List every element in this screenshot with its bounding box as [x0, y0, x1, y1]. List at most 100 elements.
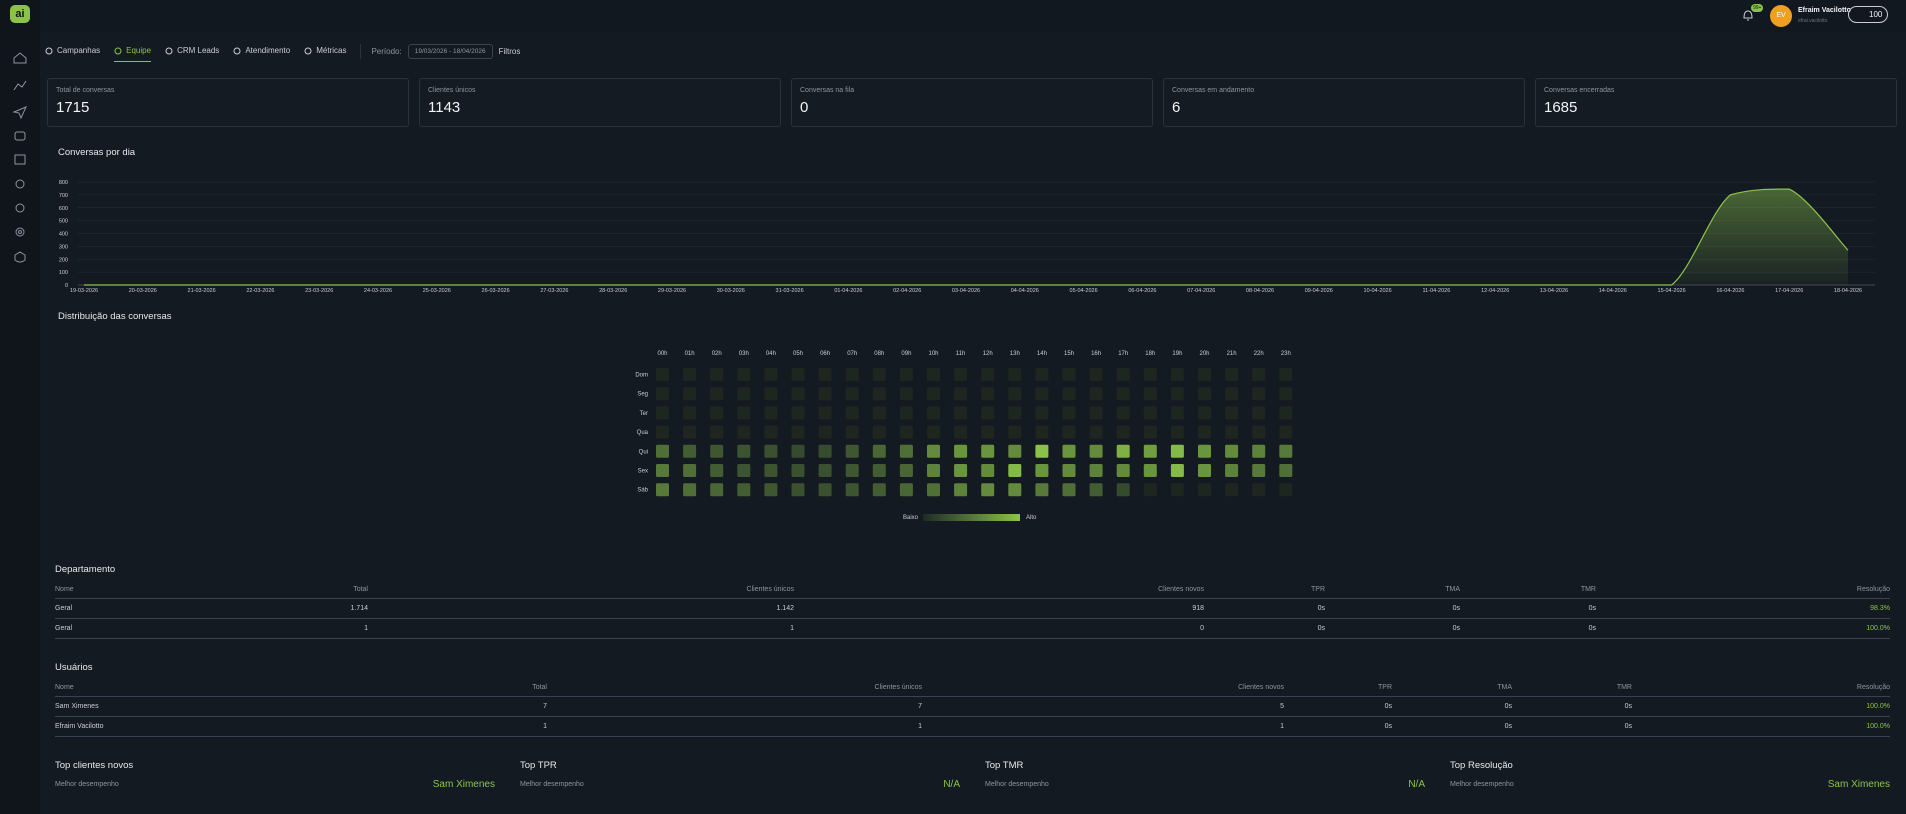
period-picker[interactable]: 19/03/2026 - 18/04/2026: [407, 43, 493, 59]
top-value: N/A: [943, 779, 960, 790]
kpi-value: 1685: [1544, 99, 1578, 116]
nav-tab[interactable]: CRM Leads: [165, 41, 219, 61]
heat-cell: [1143, 464, 1157, 477]
x-tick-label: 19-03-2026: [70, 288, 98, 294]
heat-cell: [845, 483, 859, 497]
heat-cell: [845, 387, 859, 401]
column-header: TMA: [1497, 684, 1512, 691]
column-header: Clientes novos: [1158, 586, 1204, 593]
sidebar-icons[interactable]: [12, 50, 28, 300]
table-row: Geral 1.714 1.142 918 0s 0s 0s 98.3%: [55, 599, 1890, 619]
heat-cell: [656, 464, 669, 477]
heat-cell: [954, 425, 968, 439]
column-header: TMR: [1580, 586, 1596, 593]
nav-tab[interactable]: Equipe: [114, 41, 152, 62]
heat-cell: [1089, 464, 1103, 477]
kpi-label: Conversas na fila: [800, 87, 855, 94]
kpi-label: Clientes únicos: [428, 87, 476, 94]
departamento-table: Departamento Nome Total Clientes únicos Clie…: [55, 564, 1890, 639]
filters[interactable]: Filtros: [498, 46, 521, 56]
heat-cell: [683, 444, 697, 458]
heat-cell: [710, 368, 724, 381]
area: [84, 189, 1848, 285]
heat-cell: [1116, 387, 1130, 401]
cell: 1.142: [776, 605, 794, 612]
cell: 0s: [1588, 605, 1596, 612]
kpi-card: Conversas na fila 0: [791, 78, 1153, 127]
heat-cell: [791, 464, 805, 477]
avatar[interactable]: EV: [1770, 5, 1792, 27]
x-tick-label: 06-04-2026: [1128, 288, 1156, 294]
hour-label: 00h: [657, 351, 667, 357]
cell: 1: [543, 723, 547, 730]
credits[interactable]: 100: [1848, 6, 1888, 23]
heat-cell: [872, 425, 886, 439]
heat-cell: [1252, 387, 1266, 401]
heat-cell: [1225, 368, 1239, 381]
heat-cell: [899, 368, 913, 381]
day-label: Ter: [640, 411, 648, 417]
heat-cell: [1225, 387, 1239, 401]
column-header: Total: [532, 684, 547, 691]
day-label: Seg: [637, 392, 648, 398]
heat-cell: [1143, 425, 1157, 439]
cell: 0s: [1317, 625, 1325, 632]
tab-icon: [304, 47, 312, 54]
x-tick-label: 26-03-2026: [482, 288, 510, 294]
hour-label: 20h: [1199, 351, 1209, 357]
user-email: efrai.vacilotto: [1798, 18, 1828, 24]
nav-tab[interactable]: Campanhas: [45, 41, 100, 61]
column-header: Clientes únicos: [874, 684, 922, 691]
heat-cell: [764, 444, 778, 458]
bell[interactable]: [1740, 6, 1756, 24]
top-cards: Top clientes novos Melhor desempenho Sam X…: [55, 760, 1890, 790]
hour-label: 14h: [1037, 351, 1047, 357]
heat-cell: [954, 406, 968, 420]
heat-cell: [710, 425, 724, 439]
x-tick-label: 21-03-2026: [188, 288, 216, 294]
column-header: Clientes novos: [1238, 684, 1284, 691]
heat-cell: [872, 464, 886, 477]
tab-label: Equipe: [126, 46, 152, 55]
heatmap: Distribuição das conversas 00h 01h 02h 03h 0…: [58, 311, 1293, 521]
heat-cell: [954, 444, 968, 458]
cell: 0s: [1624, 723, 1632, 730]
logo[interactable]: ai: [10, 5, 30, 23]
nav-tab[interactable]: Métricas: [304, 41, 346, 61]
heat-cell: [899, 406, 913, 420]
x-tick-label: 18-04-2026: [1834, 288, 1862, 294]
day-label: Sáb: [637, 488, 648, 494]
table-title: Usuários: [55, 662, 93, 673]
legend-gradient: [923, 514, 1020, 521]
day-label: Sex: [638, 469, 648, 475]
heat-cell: [1279, 406, 1293, 420]
hour-label: 21h: [1227, 351, 1237, 357]
table-row: Sam Ximenes 7 7 5 0s 0s 0s 100.0%: [55, 697, 1890, 717]
day-label: Dom: [635, 373, 648, 379]
hour-label: 03h: [739, 351, 749, 357]
x-tick-label: 12-04-2026: [1481, 288, 1509, 294]
hour-label: 02h: [712, 351, 722, 357]
heat-cell: [764, 425, 778, 439]
kpi-card: Clientes únicos 1143: [419, 78, 781, 127]
heat-cell: [1225, 425, 1239, 439]
cell: 100.0%: [1866, 703, 1890, 710]
heat-cell: [927, 464, 940, 477]
heat-cell: [927, 406, 940, 420]
heat-cell: [656, 368, 669, 381]
heat-cell: [872, 444, 886, 458]
x-tick-label: 03-04-2026: [952, 288, 980, 294]
nav-tab[interactable]: Atendimento: [233, 41, 290, 61]
heat-cell: [1035, 425, 1049, 439]
y-tick-label: 200: [59, 257, 68, 263]
user-name: Efraim Vacilotto: [1798, 7, 1851, 14]
heat-cell: [899, 483, 913, 497]
heat-cell: [1008, 368, 1022, 381]
kpi-label: Total de conversas: [56, 87, 115, 94]
heat-cell: [683, 464, 697, 477]
kpi-value: 0: [800, 99, 809, 116]
heat-cell: [737, 464, 751, 477]
x-tick-label: 30-03-2026: [717, 288, 745, 294]
heat-cell: [1170, 483, 1184, 497]
kpi-value: 1715: [56, 99, 90, 116]
